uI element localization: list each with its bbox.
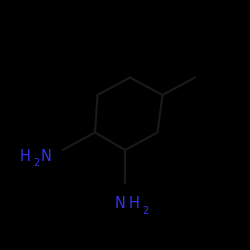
Text: N: N	[41, 149, 52, 164]
Text: 2: 2	[142, 206, 148, 216]
Text: H: H	[129, 196, 140, 211]
Text: N: N	[115, 196, 126, 211]
Text: H: H	[20, 149, 31, 164]
Text: 2: 2	[34, 158, 40, 168]
